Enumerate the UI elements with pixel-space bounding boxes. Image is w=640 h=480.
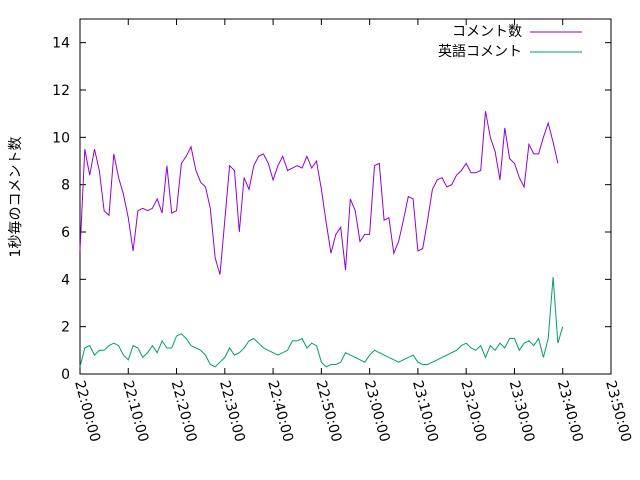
y-tick-label: 12: [52, 83, 70, 99]
plot-frame: [79, 18, 612, 375]
y-axis-title: 1秒毎のコメント数: [8, 137, 24, 258]
x-tick-label: 22:20:00: [168, 379, 200, 444]
y-tick-label: 8: [61, 178, 70, 194]
y-axis-ticks: 0 2 4 6 8 10 12 14: [52, 36, 611, 383]
legend-label-comments: コメント数: [452, 24, 522, 40]
x-tick-label: 22:40:00: [264, 379, 296, 444]
x-tick-label: 23:30:00: [506, 379, 538, 444]
y-tick-label: 4: [61, 272, 70, 288]
x-axis-ticks: 22:00:00 22:10:00 22:20:00 22:30:00 22:40:00…: [71, 19, 634, 444]
series-line-0: [79, 111, 559, 275]
x-tick-label: 22:00:00: [71, 379, 103, 444]
x-tick-label: 22:10:00: [119, 379, 151, 444]
x-tick-label: 23:40:00: [554, 379, 586, 444]
x-tick-label: 23:00:00: [361, 379, 393, 444]
series-line-1: [79, 276, 564, 368]
y-tick-label: 14: [52, 36, 70, 52]
y-tick-label: 0: [61, 367, 70, 383]
x-tick-label: 23:10:00: [409, 379, 441, 444]
x-tick-label: 22:30:00: [216, 379, 248, 444]
y-tick-label: 10: [52, 130, 70, 146]
y-tick-label: 6: [61, 225, 70, 241]
y-tick-label: 2: [61, 320, 70, 336]
x-tick-label: 23:20:00: [457, 379, 489, 444]
legend: コメント数 英語コメント: [438, 24, 582, 60]
x-tick-label: 22:50:00: [312, 379, 344, 444]
x-tick-label: 23:50:00: [602, 379, 634, 444]
series-lines: [79, 111, 564, 368]
legend-label-english: 英語コメント: [438, 43, 522, 60]
